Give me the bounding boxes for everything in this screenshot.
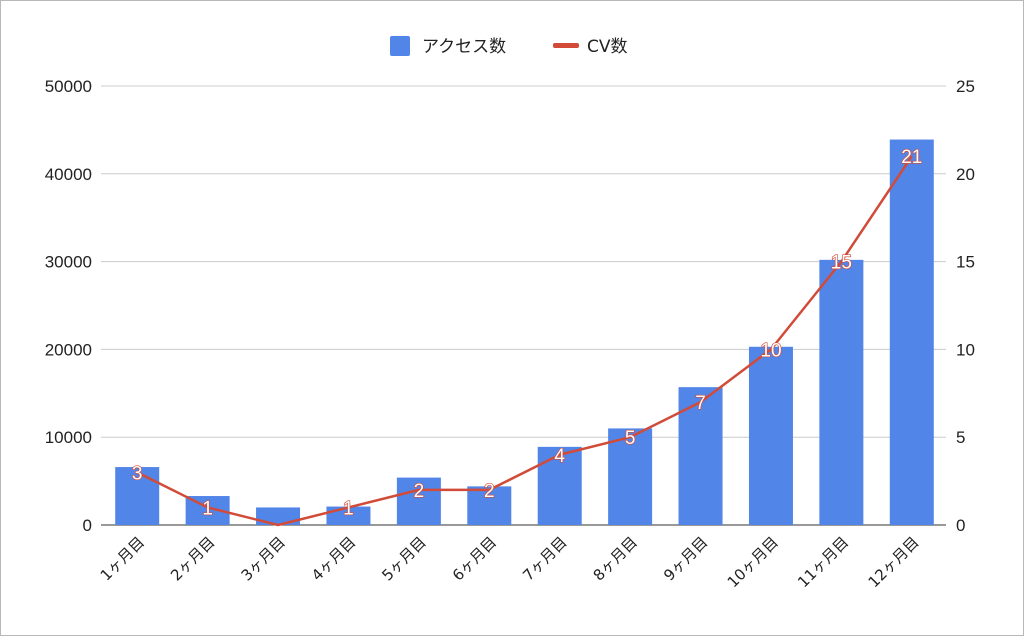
y-left-tick-label: 20000	[45, 340, 92, 359]
cv-line	[136, 155, 913, 527]
legend-label-line: CV数	[587, 37, 628, 57]
data-label: 1	[202, 498, 213, 519]
legend-swatch-bar	[390, 36, 410, 56]
bar	[537, 446, 582, 525]
bar	[608, 428, 653, 525]
x-tick-label: 5ヶ月目	[378, 533, 429, 584]
data-labels: 3 1 1 2 2 4 5 7 10 15 21	[131, 147, 923, 520]
bar-series	[115, 139, 934, 526]
x-tick-label: 10ヶ月目	[724, 533, 782, 591]
legend-label-bar: アクセス数	[422, 37, 506, 57]
line-series	[136, 155, 913, 527]
y-right-tick-label: 5	[956, 428, 965, 447]
data-label: 2	[484, 481, 495, 502]
bar	[748, 346, 793, 525]
bar	[889, 139, 934, 526]
bar	[467, 486, 512, 525]
x-tick-label: 9ヶ月目	[660, 533, 711, 584]
data-label: 7	[695, 393, 706, 414]
y-right-tick-label: 20	[956, 165, 975, 184]
data-label: 15	[831, 253, 852, 274]
bar	[396, 477, 441, 525]
bar	[115, 467, 160, 525]
x-tick-label: 8ヶ月目	[590, 533, 641, 584]
legend: アクセス数 CV数	[390, 36, 628, 57]
x-tick-label: 2ヶ月目	[167, 533, 218, 584]
x-tick-label: 1ヶ月目	[97, 533, 148, 584]
bar	[256, 507, 301, 525]
y-axis-left: 0 10000 20000 30000 40000 50000	[45, 77, 92, 535]
data-label: 1	[343, 498, 354, 519]
data-label: 5	[625, 428, 636, 449]
gridlines	[101, 85, 946, 526]
y-right-tick-label: 15	[956, 253, 975, 272]
data-label: 3	[132, 463, 143, 484]
x-tick-label: 7ヶ月目	[519, 533, 570, 584]
data-label: 10	[760, 340, 781, 361]
y-left-tick-label: 0	[83, 516, 92, 535]
data-label: 4	[554, 446, 565, 467]
legend-swatch-line	[553, 43, 579, 48]
data-label: 2	[414, 481, 425, 502]
x-tick-label: 4ヶ月目	[308, 533, 359, 584]
y-left-tick-label: 30000	[45, 253, 92, 272]
y-right-tick-label: 0	[956, 516, 965, 535]
bar	[819, 259, 864, 525]
x-tick-label: 11ヶ月目	[794, 533, 852, 591]
y-right-tick-label: 25	[956, 77, 975, 96]
y-left-tick-label: 50000	[45, 77, 92, 96]
data-label: 21	[901, 147, 922, 168]
x-tick-label: 6ヶ月目	[449, 533, 500, 584]
x-tick-label: 3ヶ月目	[238, 533, 289, 584]
x-tick-label: 12ヶ月目	[865, 533, 923, 591]
y-right-tick-label: 10	[956, 340, 975, 359]
y-left-tick-label: 10000	[45, 428, 92, 447]
y-left-tick-label: 40000	[45, 165, 92, 184]
y-axis-right: 0 5 10 15 20 25	[956, 77, 975, 535]
x-axis: 1ヶ月目 2ヶ月目 3ヶ月目 4ヶ月目 5ヶ月目 6ヶ月目 7ヶ月目 8ヶ月目 9ヶ月目 10ヶ月…	[97, 533, 923, 591]
